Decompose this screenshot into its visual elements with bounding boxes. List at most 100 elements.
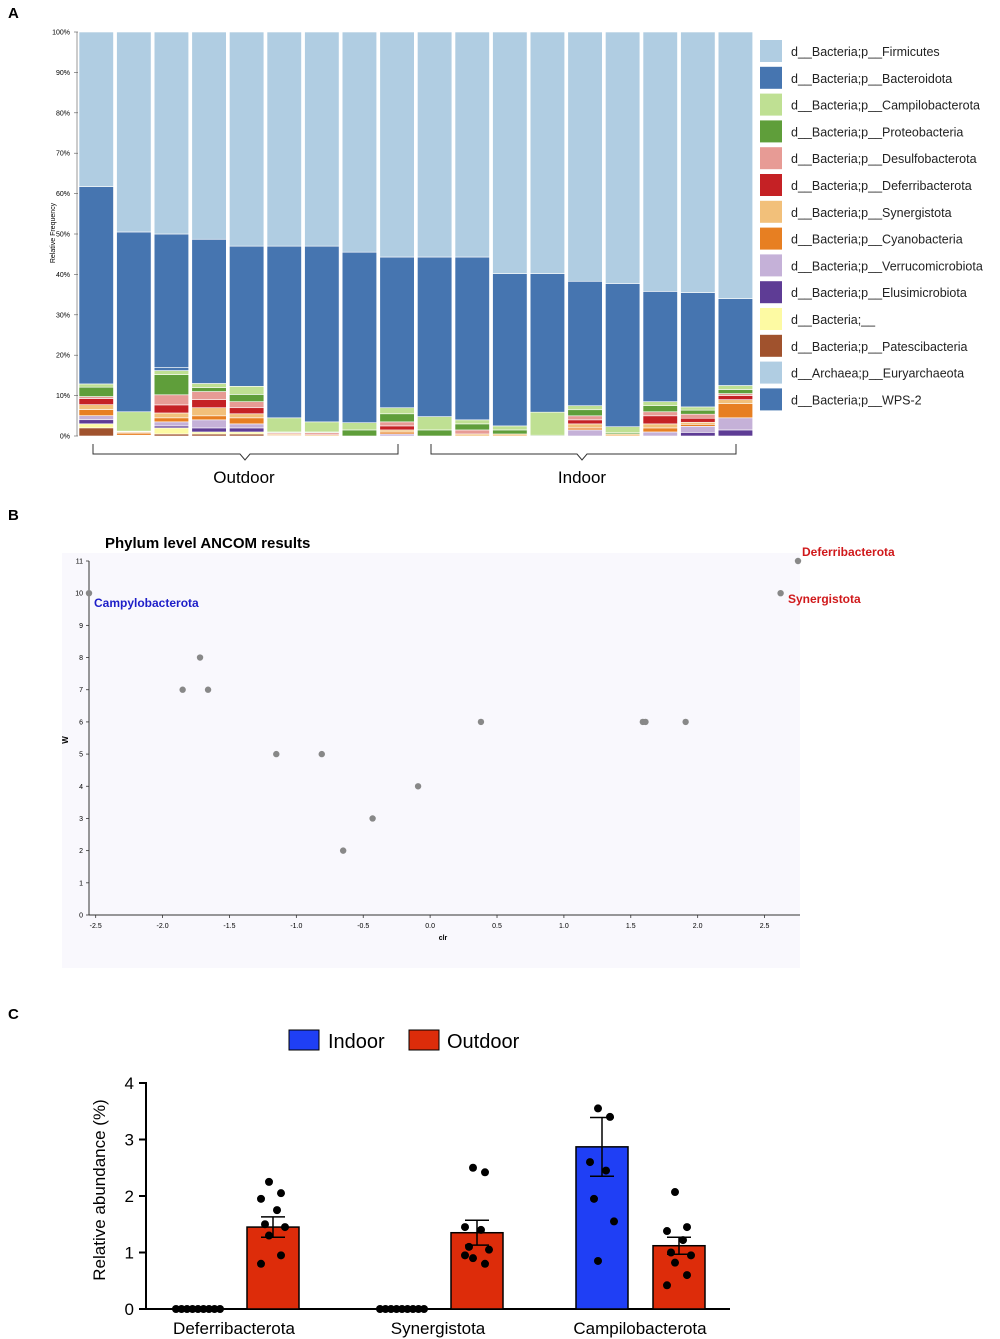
stack-segment-synergistota <box>191 407 227 417</box>
stack-segment-bacteroidota <box>379 256 415 409</box>
scatter-point <box>477 718 485 726</box>
c-data-point <box>671 1188 679 1197</box>
stack-segment-firmicutes <box>304 31 340 247</box>
b-x-ticks: -2.5 -2.0 -1.5 -1.0 -0.5 0.0 0.5 1.0 1.5 2.0 2.5 <box>90 915 770 930</box>
stack-segment-proteobacteria <box>153 374 189 396</box>
legend-label: d__Archaea;p__Euryarchaeota <box>791 367 964 381</box>
c-data-point <box>265 1177 273 1186</box>
c-data-point <box>210 1305 219 1313</box>
stack-segment-campilobacterota <box>116 411 152 432</box>
c-bar-outdoor <box>246 1226 300 1310</box>
stack-segment-bacteroidota <box>153 233 189 368</box>
stack-segment-firmicutes <box>78 31 114 187</box>
stack-segment-firmicutes <box>717 31 754 299</box>
stack-segment-firmicutes <box>229 31 265 247</box>
stack-segment-firmicutes <box>116 31 152 233</box>
c-data-point <box>205 1305 213 1313</box>
stack-segment-cyanobacteria <box>229 417 265 425</box>
a-legend: d__Bacteria;p__Firmicutes d__Bacteria;p__… <box>760 40 983 411</box>
stack-segment-patescibacteria <box>229 433 265 437</box>
stack-segment-firmicutes <box>341 31 378 253</box>
c-data-point <box>172 1305 180 1313</box>
stack-segment-bacteroidota <box>191 238 227 384</box>
stack-segment-deferribacterota <box>78 398 114 405</box>
stack-segment-proteobacteria <box>78 386 114 397</box>
a-y-tick-label: 80% <box>56 110 70 117</box>
stack-segment-campilobacterota <box>191 383 227 388</box>
stack-segment-verrucomicrobiota <box>229 423 265 429</box>
stack-segment-firmicutes <box>642 31 678 292</box>
stack-segment-campilobacterota <box>341 422 378 431</box>
b-y-tick-label: 0 <box>79 913 83 920</box>
stack-segment-proteobacteria <box>379 413 415 423</box>
stack-segment-proteobacteria <box>642 405 678 413</box>
stack-segment-deferribacterota <box>153 404 189 414</box>
stack-segment-deferribacterota <box>379 425 415 431</box>
stack-segment-deferribacterota <box>680 417 716 423</box>
legend-label: d__Bacteria;p__Bacteroidota <box>791 72 952 86</box>
stack-segment-synergistota <box>680 421 716 425</box>
a-y-tick-label: 10% <box>56 393 70 400</box>
stack-segment-firmicutes <box>266 31 302 247</box>
stack-segment-firmicutes <box>567 31 603 282</box>
c-data-point <box>602 1166 610 1175</box>
stack-segment-elusimicrobiota <box>229 427 265 433</box>
b-y-tick-label: 7 <box>79 687 83 694</box>
stack-segment-desulfobacterota <box>379 421 415 427</box>
stack-segment-synergistota <box>605 433 641 437</box>
a-y-tick-label: 90% <box>56 70 70 77</box>
c-data-point <box>277 1251 285 1260</box>
c-data-point <box>679 1236 687 1245</box>
group-label-indoor: Indoor <box>558 468 607 487</box>
c-data-point <box>606 1112 614 1121</box>
legend-label: d__Bacteria;p__Synergistota <box>791 206 952 220</box>
stack-segment-elusimicrobiota <box>153 425 189 429</box>
c-data-point <box>586 1158 594 1167</box>
stack-segment-firmicutes <box>417 31 453 258</box>
a-y-ticks: 0% 10% 20% 30% 40% 50% 60% 70% 80% 90% 100% <box>52 30 78 441</box>
c-data-point <box>261 1220 269 1229</box>
c-data-point <box>257 1194 265 1203</box>
legend-swatch <box>760 174 782 196</box>
scatter-point <box>273 750 280 758</box>
c-data-point <box>183 1305 191 1313</box>
legend-label: d__Bacteria;__ <box>791 313 876 327</box>
c-data-point <box>265 1231 273 1240</box>
c-data-point <box>461 1251 469 1260</box>
stack-segment-unassigned <box>229 431 265 435</box>
b-y-tick-label: 3 <box>79 816 83 823</box>
c-data-point <box>465 1242 473 1251</box>
c-y-tick-label: 0 <box>125 1300 134 1319</box>
stack-segment-unassigned <box>153 427 189 435</box>
stack-segment-bacteroidota <box>116 231 152 413</box>
stack-segment-desulfobacterota <box>567 415 603 421</box>
stack-segment-desulfobacterota <box>642 411 678 417</box>
a-y-tick-label: 70% <box>56 151 70 158</box>
legend-swatch <box>760 308 782 330</box>
stack-segment-campilobacterota <box>266 417 302 433</box>
stack-segment-synergistota <box>153 412 189 419</box>
c-y-ticks: 0 1 2 3 4 <box>125 1074 146 1319</box>
stack-segment-bacteroidota <box>492 273 528 427</box>
stack-segment-cyanobacteria <box>717 403 754 419</box>
stack-segment-elusimicrobiota <box>717 429 754 437</box>
c-y-axis-label: Relative abundance (%) <box>90 1099 109 1280</box>
legend-swatch-indoor <box>288 1029 320 1051</box>
c-data-point <box>671 1258 679 1267</box>
legend-swatch-outdoor <box>408 1029 440 1051</box>
stack-segment-proteobacteria <box>229 394 265 402</box>
scatter-point <box>777 589 784 597</box>
stack-segment-synergistota <box>454 433 490 437</box>
b-y-tick-label: 5 <box>79 752 83 759</box>
b-x-tick-label: 0.5 <box>492 923 502 930</box>
stack-segment-deferribacterota <box>229 407 265 415</box>
legend-label: d__Bacteria;p__Elusimicrobiota <box>791 286 967 300</box>
c-y-tick-label: 3 <box>125 1131 134 1150</box>
stack-segment-synergistota <box>717 399 754 404</box>
b-title: Phylum level ANCOM results <box>105 535 310 552</box>
c-data-point <box>281 1223 289 1232</box>
stack-segment-campilobacterota <box>153 370 189 375</box>
stack-segment-synergistota <box>492 433 528 437</box>
stack-segment-verrucomicrobiota <box>567 429 603 437</box>
c-data-point <box>469 1163 477 1172</box>
